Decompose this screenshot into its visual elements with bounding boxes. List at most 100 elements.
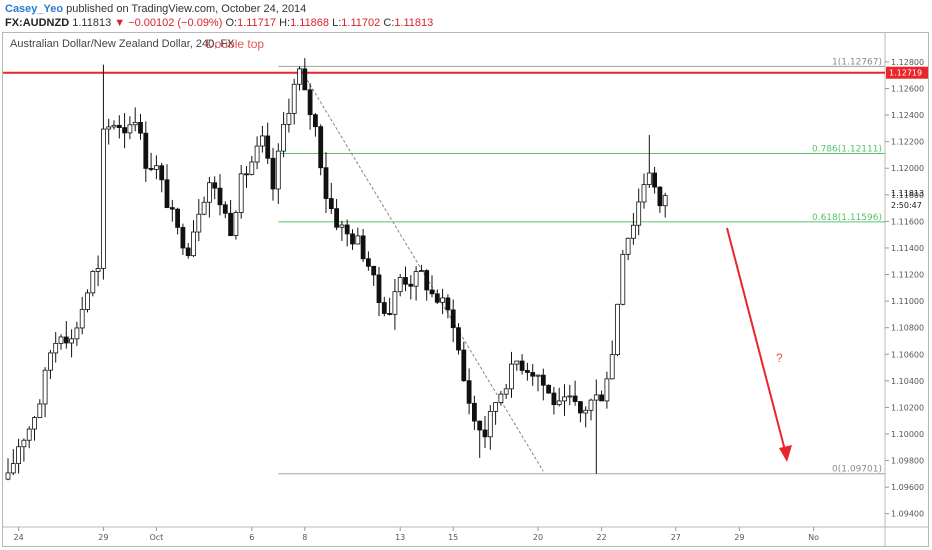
- low-value: 1.11702: [341, 17, 381, 29]
- fib-618-label: 0.618(1.11596): [812, 213, 882, 223]
- price-axis[interactable]: 1.12800 1.12600 1.12400 1.12200 1.12000 1.118…: [885, 58, 924, 519]
- candle-body: [222, 204, 228, 214]
- candle-body: [344, 224, 350, 235]
- candle-body: [636, 201, 642, 226]
- candle-body: [63, 336, 69, 344]
- candle-body: [418, 270, 424, 272]
- candle-body: [244, 173, 249, 176]
- candle-body: [90, 271, 96, 294]
- time-tick-label: 29: [734, 533, 744, 542]
- candle-body: [530, 372, 536, 377]
- fib-1-label: 1(1.12767): [832, 57, 882, 67]
- candle-body: [487, 411, 493, 438]
- candle-body: [546, 384, 551, 394]
- candle-body: [95, 268, 101, 272]
- annotations: 1(1.12767) 0.786(1.12111) 0.618(1.11596) 0(…: [206, 37, 928, 475]
- candle-body: [482, 429, 488, 438]
- candle-body: [381, 302, 387, 314]
- fib-0-label: 0(1.09701): [832, 465, 882, 475]
- close-label: C:: [383, 17, 395, 29]
- price-tick-label: 1.12000: [891, 164, 924, 173]
- candle-body: [578, 401, 583, 414]
- candle-body: [445, 297, 451, 311]
- candle-body: [397, 277, 403, 293]
- candle-body: [153, 165, 159, 170]
- candle-body: [328, 198, 334, 210]
- candle-body: [519, 360, 525, 371]
- price-tick-label: 1.09600: [891, 483, 924, 492]
- low-label: L:: [332, 17, 342, 29]
- author-link[interactable]: Casey_Yeo: [5, 3, 64, 15]
- candle-body: [217, 187, 223, 206]
- candle-body: [408, 283, 414, 287]
- candle-body: [312, 114, 318, 128]
- candles: [5, 58, 668, 481]
- candle-body: [471, 402, 477, 422]
- candle-body: [403, 277, 408, 285]
- candle-body: [466, 380, 472, 404]
- time-tick-label: 22: [597, 533, 607, 542]
- candle-body: [662, 195, 668, 207]
- candle-body: [281, 123, 287, 152]
- candle-body: [334, 208, 340, 228]
- time-tick-label: Oct: [149, 533, 163, 542]
- candle-body: [323, 167, 329, 199]
- time-tick-label: 6: [249, 533, 254, 542]
- candle-body: [540, 374, 546, 386]
- price-tick-label: 1.10200: [891, 403, 924, 412]
- candle-body: [37, 403, 43, 418]
- candle-body: [48, 352, 53, 371]
- price-tick-label: 1.12200: [891, 138, 924, 147]
- candle-body: [429, 289, 435, 295]
- candle-body: [265, 135, 271, 159]
- grid: [3, 33, 929, 547]
- candle-body: [615, 303, 620, 356]
- question-mark-label: ?: [776, 351, 783, 365]
- candle-body: [424, 270, 430, 291]
- projection-arrow: [726, 227, 788, 459]
- candle-body: [206, 182, 212, 203]
- candle-body: [122, 127, 127, 134]
- candle-body: [567, 395, 573, 398]
- candle-body: [477, 420, 483, 431]
- candle-body: [259, 135, 265, 147]
- candle-body: [588, 399, 594, 411]
- countdown-label: 2:50:47: [891, 201, 922, 210]
- time-tick-label: 13: [395, 533, 405, 542]
- high-value: 1.11868: [290, 17, 330, 29]
- candle-body: [371, 265, 377, 276]
- candle-body: [376, 274, 382, 303]
- candle-body: [302, 68, 308, 91]
- candle-body: [106, 126, 112, 130]
- chart-frame: [2, 32, 929, 547]
- open-value: 1.11717: [237, 17, 277, 29]
- candle-body: [286, 112, 292, 125]
- candle-body: [556, 400, 562, 406]
- price-tick-label: 1.09800: [891, 457, 924, 466]
- candle-body: [79, 309, 85, 329]
- last-price: 1.11813: [72, 17, 112, 29]
- candle-body: [238, 173, 244, 213]
- candle-body: [143, 132, 149, 169]
- price-tick-label: 1.10600: [891, 350, 924, 359]
- candle-body: [191, 231, 196, 257]
- candle-body: [456, 327, 461, 351]
- candle-body: [5, 472, 11, 480]
- publish-line: Casey_Yeo published on TradingView.com, …: [5, 3, 306, 15]
- candle-body: [657, 186, 663, 207]
- candle-body: [593, 394, 599, 401]
- candle-body: [583, 409, 589, 414]
- candle-body: [21, 439, 27, 448]
- candle-body: [440, 297, 446, 303]
- price-tick-label: 1.12600: [891, 85, 924, 94]
- candle-body: [493, 402, 499, 412]
- candle-body: [196, 213, 202, 233]
- fib-786-label: 0.786(1.12111): [812, 144, 882, 154]
- candle-body: [355, 235, 361, 245]
- time-axis[interactable]: 24 29 Oct 6 8 13 15 20 22 27 29 No: [14, 527, 820, 542]
- candle-body: [641, 184, 647, 203]
- candle-body: [498, 393, 504, 403]
- candle-body: [609, 354, 615, 380]
- candle-body: [275, 150, 281, 190]
